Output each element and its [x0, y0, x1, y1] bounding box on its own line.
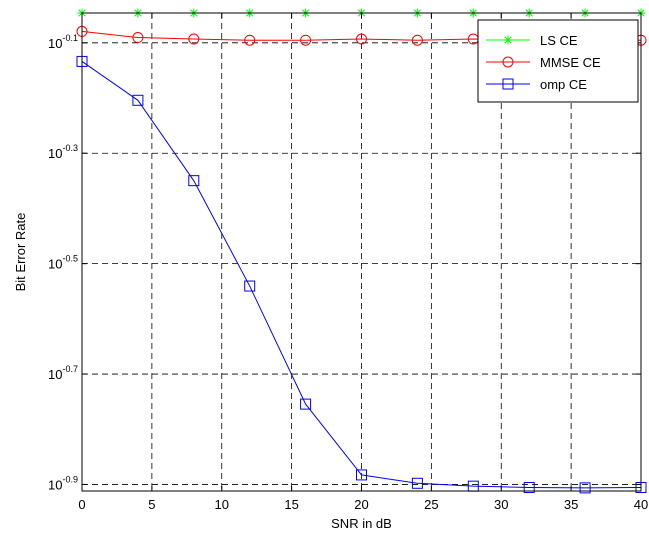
x-tick-label: 25: [424, 497, 438, 512]
x-axis-label: SNR in dB: [331, 516, 392, 531]
data-point: [356, 469, 367, 481]
x-tick-label: 35: [564, 497, 578, 512]
data-point: [411, 477, 423, 489]
data-point: [411, 34, 423, 46]
x-tick-label: 40: [634, 497, 648, 512]
data-point: [188, 175, 200, 187]
legend-label: LS CE: [540, 33, 578, 48]
y-axis-label: Bit Error Rate: [13, 213, 28, 292]
legend-item: omp CE: [486, 77, 587, 92]
data-point: [244, 280, 256, 292]
data-point: [300, 34, 312, 46]
legend-marker: [502, 78, 514, 90]
x-tick-label: 0: [78, 497, 85, 512]
legend-item: MMSE CE: [486, 55, 601, 70]
y-tick-label: 10-0.9: [48, 474, 78, 492]
series-omp-ce: [76, 55, 647, 494]
y-tick-label: 10-0.5: [48, 254, 78, 272]
y-tick-label: 10-0.1: [48, 33, 78, 51]
legend-item: LS CE: [486, 33, 578, 48]
data-point: [300, 398, 312, 410]
legend-marker: [503, 35, 513, 45]
data-point: [244, 34, 256, 46]
legend-label: omp CE: [540, 77, 587, 92]
legend-box: [477, 19, 639, 103]
data-point: [523, 482, 535, 494]
x-axis: 0 5 10 15 20 25 30 35 40: [78, 13, 648, 512]
legend: LS CE MMSE CE omp CE: [477, 19, 639, 103]
data-point: [579, 482, 591, 494]
x-tick-label: 15: [284, 497, 298, 512]
x-tick-label: 20: [354, 497, 368, 512]
data-point: [132, 32, 144, 44]
x-tick-label: 30: [494, 497, 508, 512]
y-axis: 10-0.9 10-0.7 10-0.5 10-0.3 10-0.1: [48, 33, 641, 492]
x-tick-label: 10: [215, 497, 229, 512]
y-tick-label: 10-0.3: [48, 143, 78, 161]
legend-label: MMSE CE: [540, 55, 601, 70]
data-point: [188, 33, 200, 45]
y-tick-label: 10-0.7: [48, 364, 78, 382]
data-point: [132, 94, 144, 106]
legend-marker: [502, 56, 514, 68]
series-line: [81, 61, 642, 489]
x-tick-label: 5: [148, 497, 155, 512]
data-point: [356, 33, 367, 45]
